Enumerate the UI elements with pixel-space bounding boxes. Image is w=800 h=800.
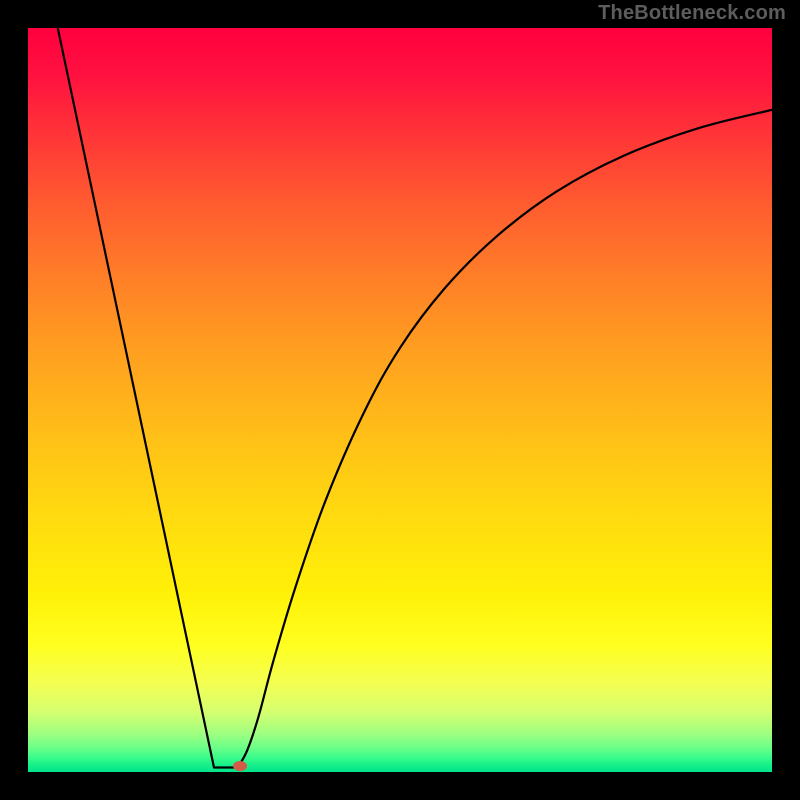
- plot-background-gradient: [28, 28, 772, 772]
- valley-marker: [233, 761, 247, 771]
- chart-svg: [0, 0, 800, 800]
- figure-root: TheBottleneck.com: [0, 0, 800, 800]
- source-watermark: TheBottleneck.com: [598, 2, 786, 25]
